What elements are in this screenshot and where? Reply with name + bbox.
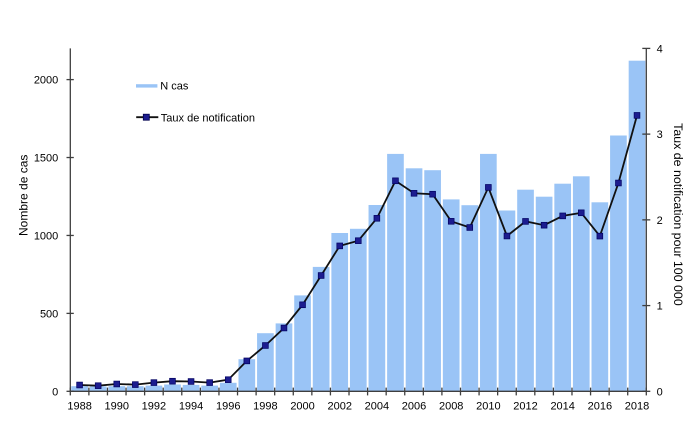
svg-text:2: 2 bbox=[657, 215, 663, 227]
svg-text:2002: 2002 bbox=[327, 401, 351, 413]
svg-text:Taux de notification: Taux de notification bbox=[161, 112, 255, 124]
svg-text:500: 500 bbox=[40, 308, 58, 320]
svg-text:3: 3 bbox=[657, 129, 663, 141]
svg-text:2008: 2008 bbox=[439, 401, 463, 413]
svg-text:4: 4 bbox=[657, 43, 663, 55]
svg-text:1996: 1996 bbox=[216, 401, 240, 413]
svg-text:Nombre de cas: Nombre de cas bbox=[17, 155, 31, 236]
svg-text:2000: 2000 bbox=[290, 401, 314, 413]
svg-text:1990: 1990 bbox=[105, 401, 129, 413]
svg-text:1992: 1992 bbox=[142, 401, 166, 413]
svg-text:2004: 2004 bbox=[365, 401, 389, 413]
svg-text:2000: 2000 bbox=[34, 75, 58, 87]
svg-text:1: 1 bbox=[657, 301, 663, 313]
svg-text:2016: 2016 bbox=[588, 401, 612, 413]
svg-text:0: 0 bbox=[52, 386, 58, 398]
svg-text:2006: 2006 bbox=[402, 401, 426, 413]
svg-text:1500: 1500 bbox=[34, 153, 58, 165]
svg-text:2010: 2010 bbox=[476, 401, 500, 413]
svg-text:N cas: N cas bbox=[160, 81, 189, 93]
svg-text:0: 0 bbox=[657, 386, 663, 398]
svg-text:2018: 2018 bbox=[625, 401, 649, 413]
svg-text:2012: 2012 bbox=[513, 401, 537, 413]
svg-text:2014: 2014 bbox=[550, 401, 574, 413]
svg-text:Taux de notification pour 100: Taux de notification pour 100 000 bbox=[671, 123, 685, 306]
svg-text:1988: 1988 bbox=[67, 401, 91, 413]
svg-text:1998: 1998 bbox=[253, 401, 277, 413]
svg-text:1994: 1994 bbox=[179, 401, 203, 413]
svg-text:1000: 1000 bbox=[34, 230, 58, 242]
